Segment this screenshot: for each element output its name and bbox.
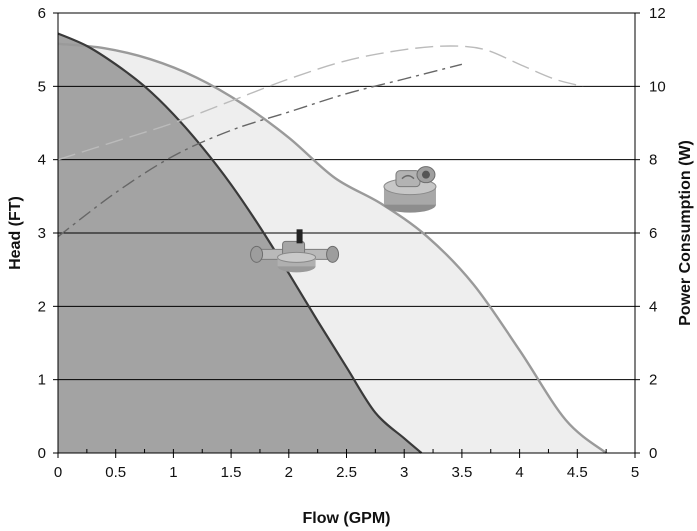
y2-tick-label: 2 bbox=[649, 372, 657, 389]
x-tick-label: 2.5 bbox=[336, 464, 357, 481]
x-tick-label: 1 bbox=[169, 464, 177, 481]
y2-axis-title: Power Consumption (W) bbox=[677, 140, 694, 326]
y-tick-label: 2 bbox=[38, 298, 46, 315]
y2-tick-label: 12 bbox=[649, 5, 666, 22]
large-pump-body-image bbox=[383, 166, 437, 213]
y-axis-title: Head (FT) bbox=[7, 196, 24, 270]
y-tick-label: 3 bbox=[38, 225, 46, 242]
head-curve-line-2 bbox=[57, 42, 607, 454]
x-tick-label: 3.5 bbox=[451, 464, 472, 481]
y2-tick-label: 0 bbox=[649, 445, 657, 462]
y-tick-label: 5 bbox=[38, 78, 46, 95]
y-tick-label: 1 bbox=[38, 372, 46, 389]
curve-lines bbox=[57, 32, 607, 454]
y-tick-label: 0 bbox=[38, 445, 46, 462]
x-tick-label: 0.5 bbox=[105, 464, 126, 481]
head-curve-line-1 bbox=[57, 32, 423, 454]
x-tick-label: 0 bbox=[54, 464, 62, 481]
small-pump-body-image bbox=[250, 229, 340, 273]
x-tick-label: 5 bbox=[631, 464, 639, 481]
x-axis-title: Flow (GPM) bbox=[303, 510, 391, 527]
x-tick-label: 4 bbox=[515, 464, 523, 481]
x-tick-label: 2 bbox=[285, 464, 293, 481]
y-tick-label: 4 bbox=[38, 152, 46, 169]
axes bbox=[53, 12, 640, 458]
head-curve-area-1 bbox=[58, 33, 422, 454]
power-curve-line-2 bbox=[57, 63, 463, 238]
x-tick-label: 4.5 bbox=[567, 464, 588, 481]
product-images bbox=[250, 166, 437, 273]
y2-tick-label: 4 bbox=[649, 298, 657, 315]
y2-tick-label: 8 bbox=[649, 152, 657, 169]
power-curve-line-1 bbox=[57, 45, 584, 161]
x-tick-label: 3 bbox=[400, 464, 408, 481]
y2-tick-label: 10 bbox=[649, 78, 666, 95]
y-tick-label: 6 bbox=[38, 5, 46, 22]
x-tick-label: 1.5 bbox=[221, 464, 242, 481]
y2-tick-label: 6 bbox=[649, 225, 657, 242]
